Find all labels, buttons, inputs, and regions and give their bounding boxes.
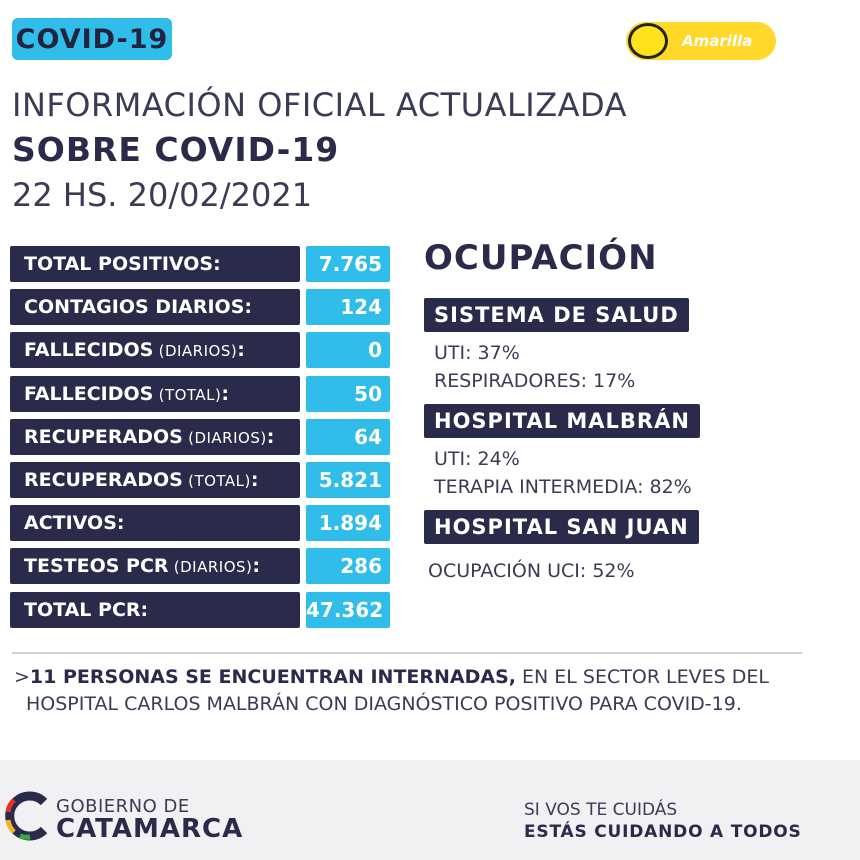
stat-label: FALLECIDOS (DIARIOS): xyxy=(10,332,300,369)
malbran-uti: UTI: 24% xyxy=(434,448,520,470)
stat-row: RECUPERADOS (DIARIOS): 64 xyxy=(10,418,390,455)
internados-note: >11 PERSONAS SE ENCUENTRAN INTERNADAS, E… xyxy=(14,666,769,715)
gov-line1: GOBIERNO DE xyxy=(56,796,190,817)
stat-label: RECUPERADOS (DIARIOS): xyxy=(10,418,300,455)
catamarca-logo-icon xyxy=(5,791,48,841)
stat-value: 286 xyxy=(306,548,390,585)
stat-row: FALLECIDOS (TOTAL): 50 xyxy=(10,375,390,412)
stat-value: 0 xyxy=(306,332,390,369)
stat-label: RECUPERADOS (TOTAL): xyxy=(10,461,300,498)
stat-label: FALLECIDOS (TOTAL): xyxy=(10,375,300,412)
stats-table: TOTAL POSITIVOS: 7.765 CONTAGIOS DIARIOS… xyxy=(10,246,390,635)
stat-row: TOTAL POSITIVOS: 7.765 xyxy=(10,246,390,282)
stat-row: FALLECIDOS (DIARIOS): 0 xyxy=(10,332,390,369)
phase-indicator: Amarilla xyxy=(626,22,776,60)
stat-value: 7.765 xyxy=(306,246,390,282)
stat-value: 50 xyxy=(306,375,390,412)
sistema-salud-respiradores: RESPIRADORES: 17% xyxy=(434,370,636,392)
stat-row: CONTAGIOS DIARIOS: 124 xyxy=(10,289,390,326)
footer xyxy=(0,760,860,860)
sistema-salud-heading: SISTEMA DE SALUD xyxy=(424,298,689,332)
title-line2: SOBRE COVID-19 xyxy=(12,130,340,169)
stat-label: TESTEOS PCR (DIARIOS): xyxy=(10,548,300,585)
divider xyxy=(12,652,802,654)
stat-label: TOTAL POSITIVOS: xyxy=(10,246,300,282)
stat-label: ACTIVOS: xyxy=(10,505,300,542)
sistema-salud-uti: UTI: 37% xyxy=(434,342,520,364)
stat-label: TOTAL PCR: xyxy=(10,591,300,628)
stat-value: 64 xyxy=(306,418,390,455)
stat-row: TOTAL PCR: 47.362 xyxy=(10,591,390,628)
san-juan-heading: HOSPITAL SAN JUAN xyxy=(424,510,699,544)
phase-label: Amarilla xyxy=(682,32,753,50)
malbran-heading: HOSPITAL MALBRÁN xyxy=(424,404,700,438)
stat-value: 5.821 xyxy=(306,461,390,498)
stat-row: ACTIVOS: 1.894 xyxy=(10,505,390,542)
stat-row: RECUPERADOS (TOTAL): 5.821 xyxy=(10,461,390,498)
stat-label: CONTAGIOS DIARIOS: xyxy=(10,289,300,326)
san-juan-uci: OCUPACIÓN UCI: 52% xyxy=(428,560,635,582)
phase-knob-icon xyxy=(628,23,668,59)
slogan-line1: SI VOS TE CUIDÁS xyxy=(524,800,678,820)
date-line: 22 HS. 20/02/2021 xyxy=(12,176,313,214)
title-line1: INFORMACIÓN OFICIAL ACTUALIZADA xyxy=(12,86,627,124)
malbran-terapia: TERAPIA INTERMEDIA: 82% xyxy=(434,476,692,498)
stat-value: 1.894 xyxy=(306,505,390,542)
stat-row: TESTEOS PCR (DIARIOS): 286 xyxy=(10,548,390,585)
gov-line2: CATAMARCA xyxy=(56,814,244,844)
stat-value: 47.362 xyxy=(306,591,390,628)
covid-tag: COVID-19 xyxy=(12,18,172,60)
occupancy-title: OCUPACIÓN xyxy=(424,238,658,278)
slogan-line2: ESTÁS CUIDANDO A TODOS xyxy=(524,822,802,842)
stat-value: 124 xyxy=(306,289,390,326)
